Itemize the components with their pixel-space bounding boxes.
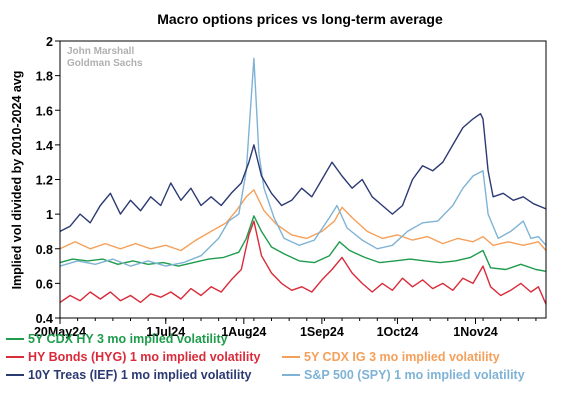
y-tick-label: 2	[46, 35, 53, 49]
series-line-4	[59, 112, 547, 233]
series-line-2	[59, 189, 547, 252]
x-tick-label: 20May24	[34, 325, 86, 339]
x-tick-label: 1Jul24	[146, 325, 185, 339]
legend-label: S&P 500 (SPY) 1 mo implied volatility	[304, 368, 525, 382]
series-line-1	[59, 220, 547, 305]
legend-label: 10Y Treas (IEF) 1 mo implied volatility	[28, 368, 252, 382]
series-line-0	[59, 215, 547, 272]
y-tick-label: 1.4	[36, 139, 53, 153]
chart-title: Macro options prices vs long-term averag…	[157, 11, 443, 27]
y-tick-label: 0.4	[36, 312, 53, 326]
x-tick-label: 1Nov24	[453, 325, 498, 339]
y-tick-label: 1	[46, 208, 53, 222]
watermark-line-2: Goldman Sachs	[67, 58, 143, 69]
legend-label: 5Y CDX HY 3 mo implied volatility	[28, 332, 228, 346]
x-tick-label: 1Sep24	[300, 325, 344, 339]
legend-label: 5Y CDX IG 3 mo implied volatility	[304, 350, 500, 364]
y-tick-label: 1.8	[36, 70, 53, 84]
legend: 5Y CDX HY 3 mo implied volatility HY Bond…	[6, 332, 525, 382]
axes-layer: 0.4 0.6 0.8 1 1.2 1.4 1.6 1.8 2 20May24 1Jul24 1Aug…	[34, 35, 547, 339]
y-axis-label: Implied vol divided by 2010-2024 avg	[10, 71, 24, 290]
legend-label: HY Bonds (HYG) 1 mo implied volatility	[28, 350, 260, 364]
x-tick-label: 1Oct24	[377, 325, 419, 339]
y-tick-label: 1.2	[36, 174, 53, 188]
series-layer	[59, 57, 547, 305]
y-tick-label: 0.8	[36, 243, 53, 257]
series-line-3	[59, 57, 547, 267]
y-tick-label: 1.6	[36, 104, 53, 118]
watermark-line-1: John Marshall	[67, 46, 134, 57]
y-tick-label: 0.6	[36, 277, 53, 291]
x-tick-label: 1Aug24	[221, 325, 266, 339]
plot-frame	[59, 40, 547, 319]
